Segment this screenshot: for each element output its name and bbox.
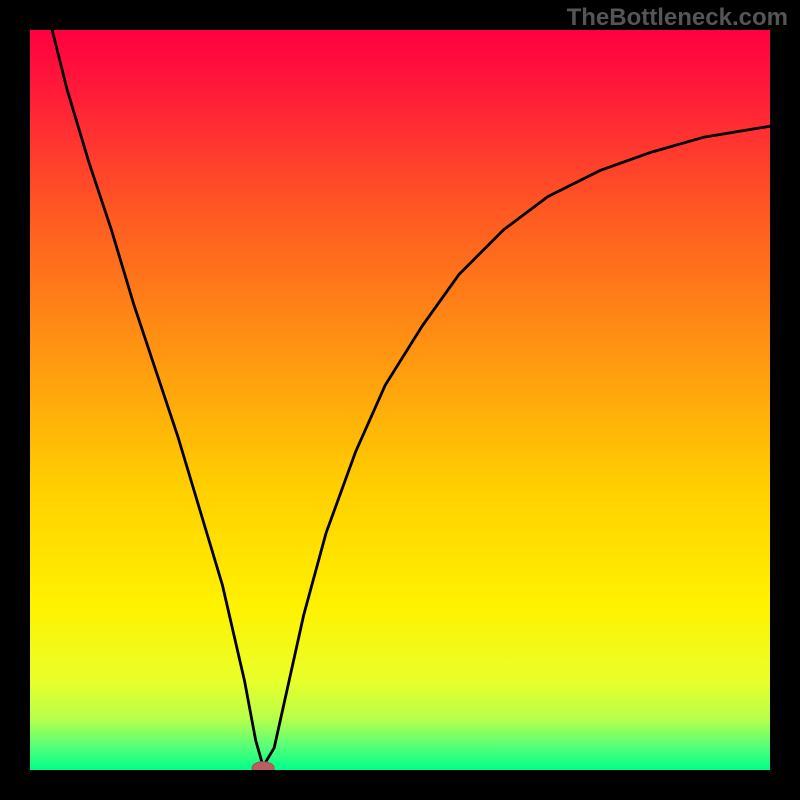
watermark-text: TheBottleneck.com	[567, 4, 788, 32]
gradient-background	[30, 30, 770, 770]
minimum-marker	[252, 762, 274, 770]
plot-svg	[30, 30, 770, 770]
plot-area	[30, 30, 770, 770]
